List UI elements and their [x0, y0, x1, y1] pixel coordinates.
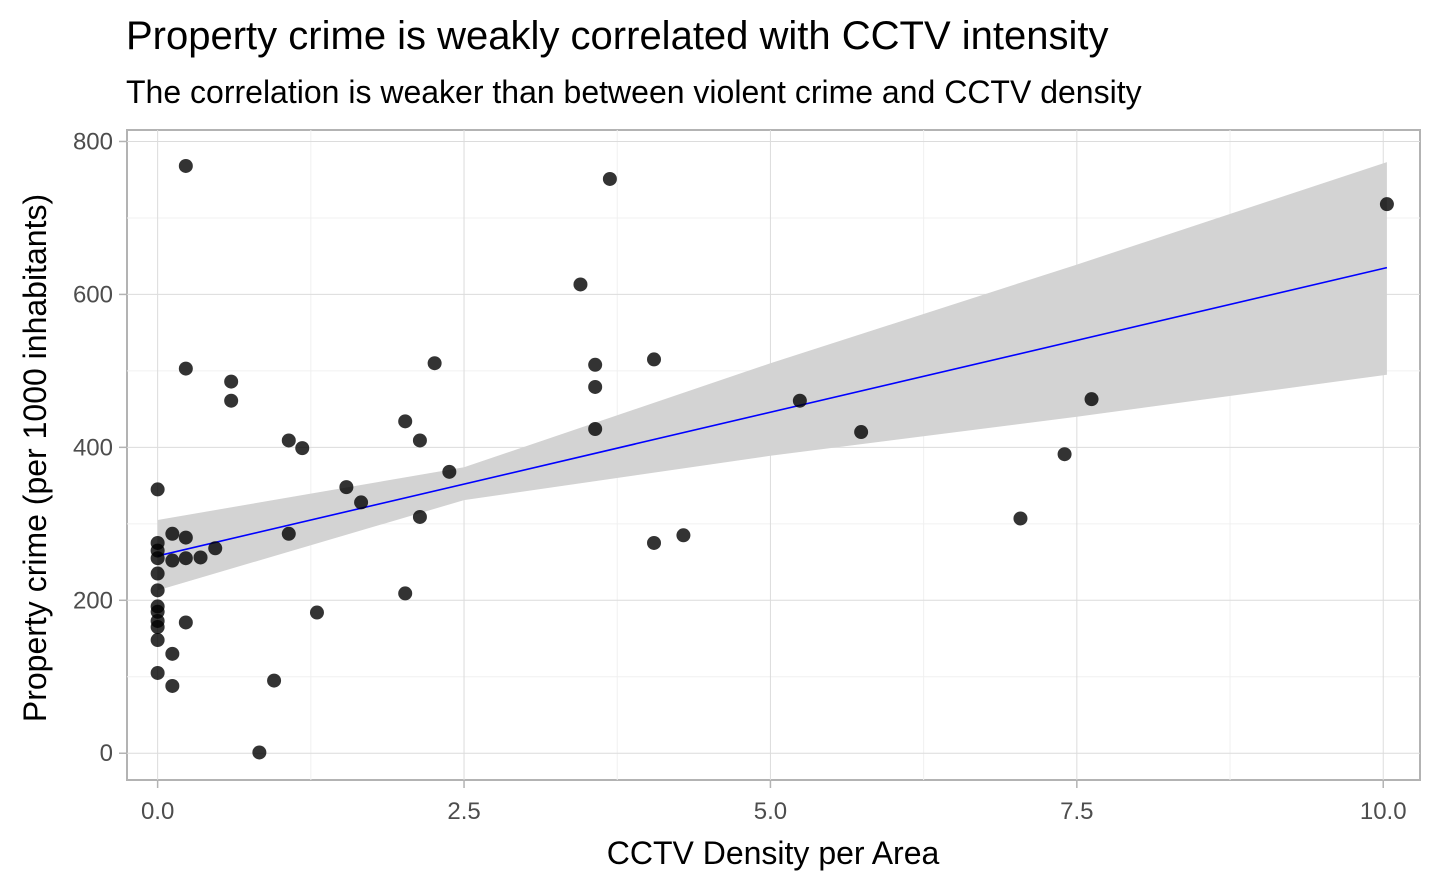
data-point: [854, 425, 869, 440]
data-point: [573, 277, 588, 292]
data-point: [309, 605, 324, 620]
x-axis-ticks: 0.0 2.5 5.0 7.5 10.0: [141, 780, 1407, 825]
data-point: [1084, 392, 1099, 407]
data-point: [178, 530, 193, 545]
data-point: [412, 509, 427, 524]
data-point: [588, 379, 603, 394]
plot-panel-border: [126, 129, 1421, 781]
data-point: [224, 374, 239, 389]
data-point: [178, 158, 193, 173]
data-point: [442, 464, 457, 479]
data-point: [602, 171, 617, 186]
data-point: [193, 550, 208, 565]
data-point: [178, 615, 193, 630]
data-point: [150, 620, 165, 635]
x-axis-title: CCTV Density per Area: [607, 835, 940, 871]
trend-line-layer: [157, 266, 1388, 557]
data-point: [398, 586, 413, 601]
points-layer: [150, 158, 1394, 760]
trend-line: [157, 266, 1388, 557]
data-point: [150, 482, 165, 497]
data-point: [588, 422, 603, 436]
confidence-band-layer: [157, 162, 1387, 591]
data-point: [281, 526, 296, 541]
data-point: [165, 553, 180, 568]
data-point: [676, 528, 691, 543]
data-point: [1013, 511, 1028, 526]
y-tick-label: 800: [73, 128, 113, 155]
data-point: [1057, 447, 1072, 462]
data-point: [150, 566, 165, 581]
data-point: [178, 551, 193, 566]
x-tick-label: 5.0: [754, 798, 787, 825]
y-axis-title: Property crime (per 1000 inhabitants): [17, 194, 53, 722]
confidence-band: [157, 162, 1387, 591]
data-point: [647, 352, 662, 367]
x-tick-label: 0.0: [141, 798, 174, 825]
data-point: [224, 393, 239, 408]
data-point: [1379, 197, 1394, 212]
x-tick-label: 2.5: [447, 798, 480, 825]
y-tick-label: 600: [73, 281, 113, 308]
data-point: [295, 441, 310, 456]
y-tick-label: 0: [100, 740, 113, 767]
data-point: [178, 361, 193, 376]
data-point: [150, 665, 165, 680]
data-point: [150, 583, 165, 598]
data-point: [165, 526, 180, 541]
data-point: [165, 678, 180, 693]
chart-title: Property crime is weakly correlated with…: [126, 14, 1109, 58]
data-point: [208, 541, 223, 556]
data-point: [267, 673, 282, 688]
data-point: [398, 414, 413, 429]
data-point: [150, 633, 165, 648]
data-point: [252, 745, 267, 760]
data-point: [165, 646, 180, 661]
y-tick-label: 200: [73, 587, 113, 614]
y-tick-label: 400: [73, 434, 113, 461]
x-tick-label: 10.0: [1360, 798, 1407, 825]
data-point: [412, 433, 427, 448]
data-point: [339, 480, 354, 495]
data-point: [281, 433, 296, 448]
chart-subtitle: The correlation is weaker than between v…: [126, 74, 1142, 110]
data-point: [427, 356, 442, 371]
data-point: [150, 551, 165, 566]
data-point: [588, 357, 603, 372]
y-axis-ticks: 0 200 400 600 800: [73, 128, 127, 767]
data-point: [647, 535, 662, 550]
x-tick-label: 7.5: [1060, 798, 1093, 825]
data-point: [792, 393, 807, 408]
data-point: [354, 495, 369, 510]
